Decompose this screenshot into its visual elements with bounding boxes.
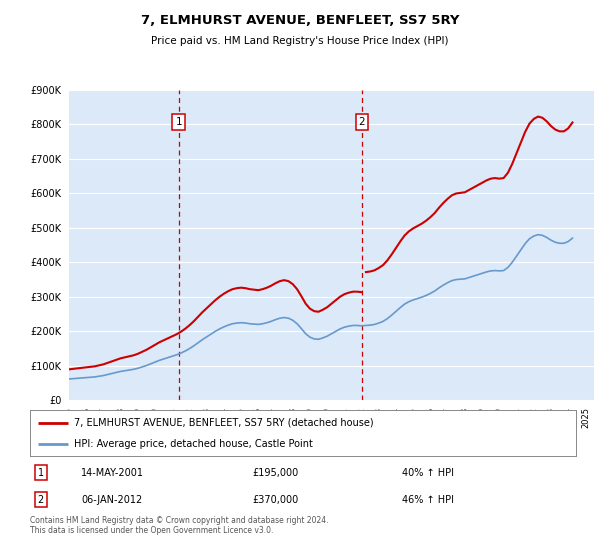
Text: 14-MAY-2001: 14-MAY-2001 xyxy=(81,468,144,478)
Text: Contains HM Land Registry data © Crown copyright and database right 2024.
This d: Contains HM Land Registry data © Crown c… xyxy=(30,516,329,535)
Text: HPI: Average price, detached house, Castle Point: HPI: Average price, detached house, Cast… xyxy=(74,439,313,449)
Text: 7, ELMHURST AVENUE, BENFLEET, SS7 5RY (detached house): 7, ELMHURST AVENUE, BENFLEET, SS7 5RY (d… xyxy=(74,418,373,428)
Text: 2: 2 xyxy=(359,117,365,127)
Text: 1: 1 xyxy=(175,117,182,127)
Text: 40% ↑ HPI: 40% ↑ HPI xyxy=(402,468,454,478)
Text: 46% ↑ HPI: 46% ↑ HPI xyxy=(402,494,454,505)
Text: 2: 2 xyxy=(38,494,44,505)
Text: £370,000: £370,000 xyxy=(252,494,298,505)
Text: 1: 1 xyxy=(38,468,44,478)
Text: £195,000: £195,000 xyxy=(252,468,298,478)
Text: 7, ELMHURST AVENUE, BENFLEET, SS7 5RY: 7, ELMHURST AVENUE, BENFLEET, SS7 5RY xyxy=(141,14,459,27)
Text: 06-JAN-2012: 06-JAN-2012 xyxy=(81,494,142,505)
Text: Price paid vs. HM Land Registry's House Price Index (HPI): Price paid vs. HM Land Registry's House … xyxy=(151,36,449,46)
